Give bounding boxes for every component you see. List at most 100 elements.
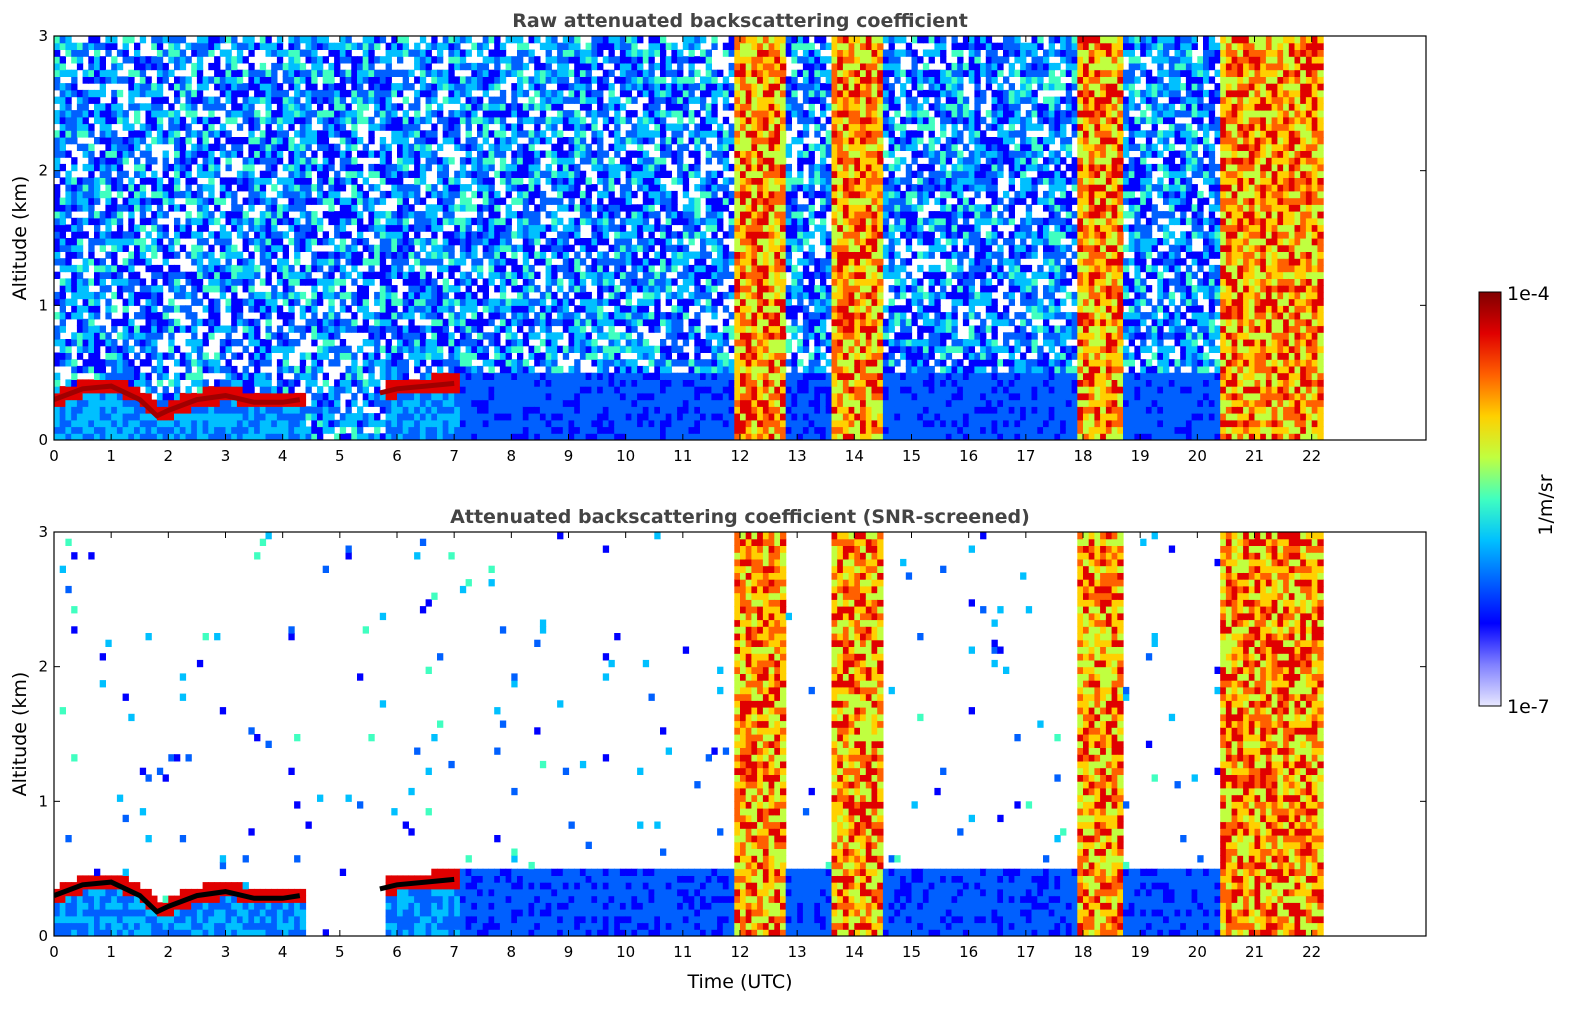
heatmap-cell bbox=[65, 345, 72, 353]
heatmap-cell bbox=[105, 42, 112, 50]
heatmap-cell bbox=[522, 42, 530, 50]
heatmap-cell bbox=[499, 69, 507, 77]
heatmap-cell bbox=[379, 143, 387, 151]
heatmap-cell bbox=[254, 271, 261, 279]
heatmap-cell bbox=[539, 251, 547, 259]
heatmap-cell bbox=[637, 116, 644, 125]
heatmap-cell bbox=[202, 204, 209, 212]
heatmap-cell bbox=[145, 177, 152, 185]
heatmap-cell bbox=[71, 264, 78, 273]
heatmap-cell bbox=[76, 244, 84, 252]
heatmap-cell bbox=[59, 197, 66, 205]
heatmap-cell bbox=[397, 352, 404, 360]
heatmap-cell bbox=[568, 312, 575, 320]
heatmap-cell bbox=[351, 379, 358, 387]
heatmap-cell bbox=[431, 224, 438, 232]
heatmap-cell bbox=[334, 83, 341, 91]
heatmap-cell bbox=[328, 76, 335, 84]
heatmap-cell bbox=[459, 359, 467, 367]
heatmap-cell bbox=[562, 62, 570, 71]
heatmap-cell bbox=[299, 123, 307, 131]
heatmap-cell bbox=[522, 379, 530, 387]
heatmap-cell bbox=[597, 110, 604, 118]
heatmap-cell bbox=[76, 96, 84, 104]
heatmap-cell bbox=[551, 170, 558, 178]
heatmap-cell bbox=[265, 49, 272, 57]
heatmap-cell bbox=[488, 318, 495, 327]
heatmap-cell bbox=[116, 224, 124, 232]
heatmap-cell bbox=[477, 345, 484, 353]
heatmap-cell bbox=[562, 379, 570, 387]
heatmap-cell bbox=[465, 318, 472, 327]
heatmap-cell bbox=[414, 399, 421, 407]
heatmap-cell bbox=[208, 116, 215, 125]
heatmap-cell bbox=[494, 110, 501, 118]
heatmap-cell bbox=[494, 56, 501, 64]
heatmap-cell bbox=[174, 291, 181, 300]
heatmap-cell bbox=[59, 110, 66, 118]
heatmap-cell bbox=[391, 170, 398, 178]
heatmap-cell bbox=[585, 413, 592, 421]
heatmap-cell bbox=[168, 137, 175, 145]
heatmap-cell bbox=[579, 352, 587, 360]
heatmap-cell bbox=[94, 413, 101, 421]
heatmap-cell bbox=[597, 406, 604, 414]
heatmap-cell bbox=[385, 217, 392, 226]
heatmap-cell bbox=[642, 76, 650, 84]
heatmap-cell bbox=[442, 238, 449, 246]
heatmap-cell bbox=[397, 49, 404, 57]
heatmap-cell bbox=[374, 426, 381, 434]
heatmap-cell bbox=[499, 413, 507, 421]
heatmap-cell bbox=[619, 83, 627, 91]
heatmap-cell bbox=[454, 426, 461, 434]
heatmap-cell bbox=[637, 285, 644, 293]
heatmap-cell bbox=[59, 318, 66, 327]
heatmap-cell bbox=[231, 83, 238, 91]
heatmap-cell bbox=[579, 278, 587, 286]
heatmap-cell bbox=[54, 157, 61, 165]
heatmap-cell bbox=[374, 110, 381, 118]
heatmap-cell bbox=[145, 244, 152, 252]
heatmap-cell bbox=[317, 386, 324, 394]
heatmap-cell bbox=[585, 42, 592, 50]
heatmap-cell bbox=[551, 211, 558, 219]
heatmap-cell bbox=[471, 137, 478, 145]
heatmap-cell bbox=[522, 419, 530, 428]
heatmap-cell bbox=[116, 150, 124, 158]
heatmap-cell bbox=[59, 406, 66, 414]
heatmap-cell bbox=[122, 379, 129, 387]
heatmap-cell bbox=[437, 163, 444, 172]
heatmap-cell bbox=[168, 352, 175, 360]
heatmap-cell bbox=[265, 177, 272, 185]
heatmap-cell bbox=[76, 345, 84, 353]
heatmap-cell bbox=[54, 83, 61, 91]
heatmap-cell bbox=[214, 399, 221, 407]
heatmap-cell bbox=[660, 278, 667, 286]
heatmap-cell bbox=[236, 271, 244, 279]
heatmap-cell bbox=[231, 150, 238, 158]
heatmap-cell bbox=[196, 372, 204, 380]
heatmap-cell bbox=[397, 56, 404, 64]
heatmap-cell bbox=[648, 345, 655, 353]
heatmap-cell bbox=[419, 217, 427, 226]
heatmap-cell bbox=[151, 56, 158, 64]
heatmap-cell bbox=[248, 177, 255, 185]
heatmap-cell bbox=[76, 238, 84, 246]
heatmap-cell bbox=[557, 433, 564, 440]
heatmap-cell bbox=[505, 110, 512, 118]
heatmap-cell bbox=[191, 325, 198, 333]
heatmap-cell bbox=[122, 318, 129, 327]
heatmap-cell bbox=[82, 419, 89, 428]
heatmap-cell bbox=[99, 231, 106, 239]
heatmap-cell bbox=[236, 56, 244, 64]
heatmap-cell bbox=[402, 150, 409, 158]
heatmap-cell bbox=[328, 89, 335, 98]
heatmap-cell bbox=[362, 352, 369, 360]
heatmap-cell bbox=[585, 345, 592, 353]
heatmap-cell bbox=[505, 36, 512, 44]
heatmap-cell bbox=[459, 318, 467, 327]
heatmap-cell bbox=[71, 399, 78, 407]
heatmap-cell bbox=[105, 143, 112, 151]
heatmap-cell bbox=[414, 386, 421, 394]
heatmap-cell bbox=[179, 426, 187, 434]
